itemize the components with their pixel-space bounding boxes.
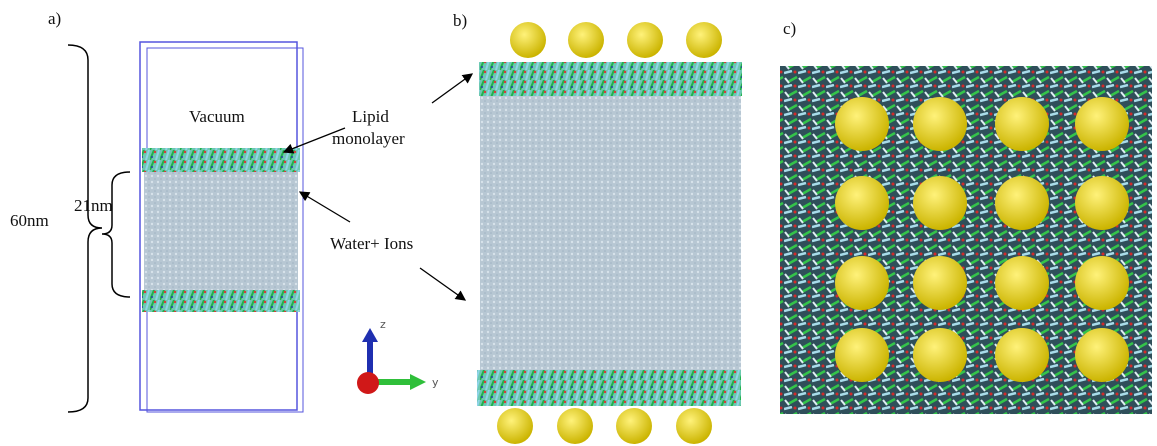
- arrow: [419, 267, 467, 301]
- nanoparticle: [510, 22, 546, 58]
- nanoparticle: [568, 22, 604, 58]
- panel-b: b): [453, 11, 742, 444]
- arrow: [431, 73, 474, 104]
- nanoparticle: [995, 176, 1049, 230]
- box-height-label: 60nm: [10, 211, 49, 230]
- axis-label: z: [380, 318, 386, 331]
- lipid-layer: [142, 148, 300, 172]
- panel-label: c): [783, 19, 796, 38]
- nanoparticle: [835, 97, 889, 151]
- arrow: [282, 127, 346, 154]
- water: [144, 172, 298, 290]
- nanoparticle: [1075, 328, 1129, 382]
- nanoparticle: [913, 97, 967, 151]
- panel-a: a) 60nm 21nm Vacuum Lipid monolayer Wate…: [10, 9, 474, 413]
- nanoparticle: [835, 176, 889, 230]
- lipid-layer: [477, 370, 741, 406]
- brace: [67, 44, 103, 413]
- nanoparticle: [627, 22, 663, 58]
- nanoparticle: [557, 408, 593, 444]
- axis-label: y: [432, 376, 439, 389]
- panel-c: c): [780, 19, 1152, 414]
- nanoparticle: [913, 328, 967, 382]
- nanoparticle: [1075, 176, 1129, 230]
- nanoparticle: [497, 408, 533, 444]
- nanoparticle: [913, 256, 967, 310]
- water: [480, 96, 741, 370]
- axis-icon: z y: [357, 318, 439, 394]
- nanoparticle: [616, 408, 652, 444]
- brace: [101, 171, 131, 298]
- panel-label: b): [453, 11, 467, 30]
- nanoparticle: [995, 97, 1049, 151]
- nanoparticle-grid: [835, 97, 1129, 382]
- arrow: [298, 191, 351, 223]
- water-label: Water+ Ions: [330, 234, 413, 253]
- panel-label: a): [48, 9, 61, 28]
- water-height-label: 21nm: [74, 196, 113, 215]
- nanoparticle: [835, 328, 889, 382]
- lipid-label: monolayer: [332, 129, 405, 148]
- nanoparticle: [1075, 97, 1129, 151]
- nanoparticle: [835, 256, 889, 310]
- nanoparticle: [995, 328, 1049, 382]
- nanoparticle: [1075, 256, 1129, 310]
- lipid-label: Lipid: [352, 107, 389, 126]
- lipid-layer: [142, 290, 300, 312]
- nanoparticle: [676, 408, 712, 444]
- nanoparticle: [995, 256, 1049, 310]
- nanoparticle: [913, 176, 967, 230]
- vacuum-label: Vacuum: [189, 107, 245, 126]
- nanoparticle: [686, 22, 722, 58]
- lipid-layer: [479, 62, 742, 96]
